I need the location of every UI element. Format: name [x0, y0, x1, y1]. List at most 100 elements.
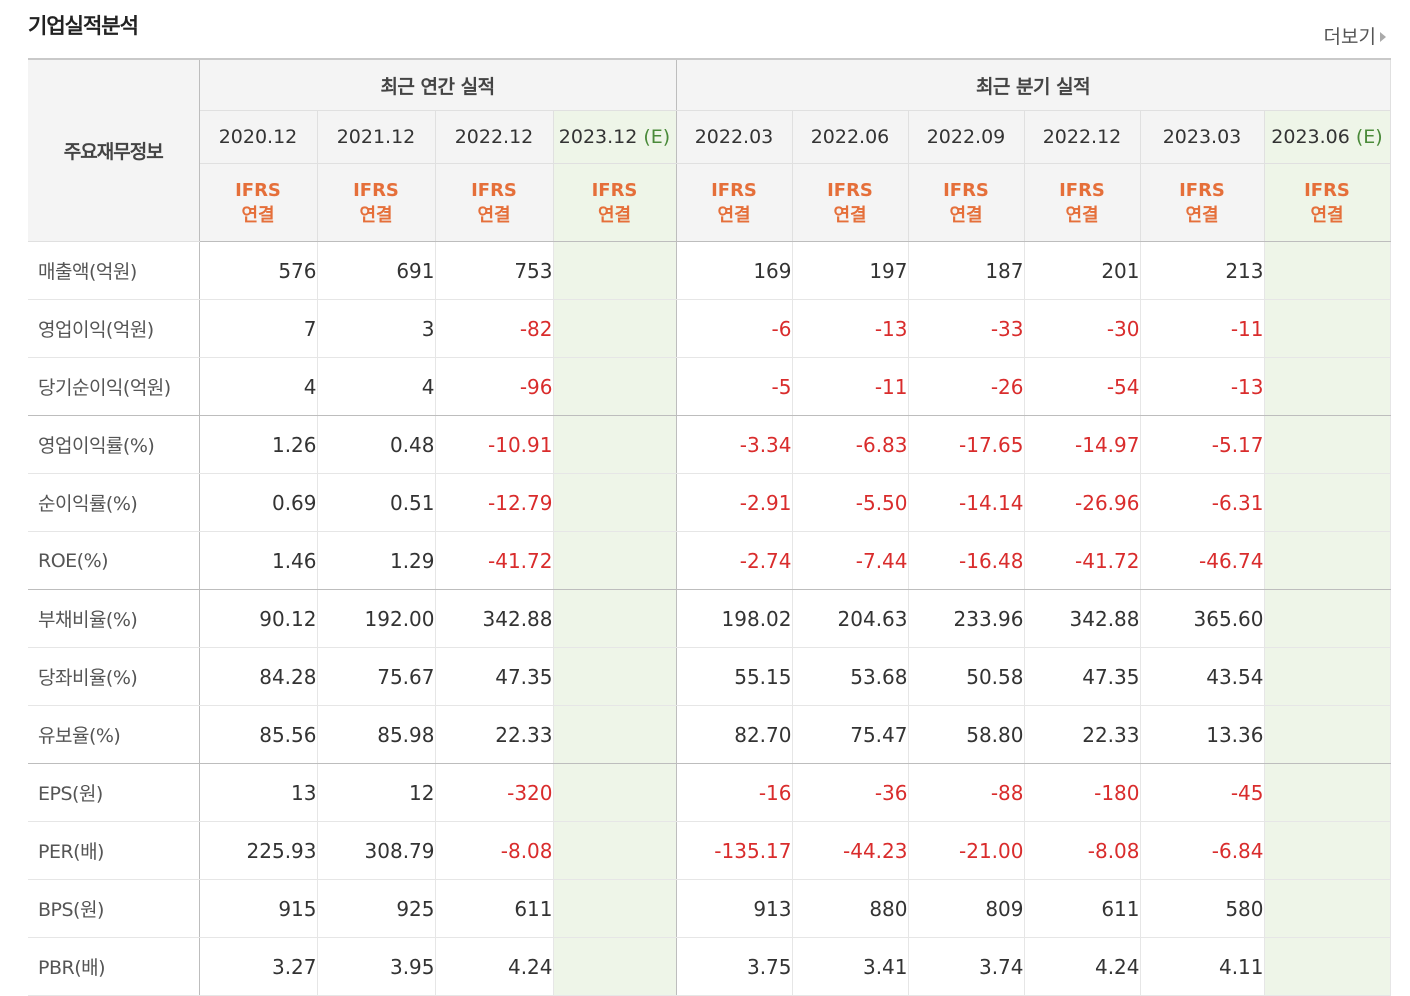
value-cell: 225.93	[199, 821, 318, 880]
period-header: 2022.06	[792, 110, 909, 164]
value-cell	[1264, 705, 1391, 764]
value-cell: 22.33	[435, 705, 554, 764]
value-cell	[553, 705, 677, 764]
value-cell: -36	[792, 763, 909, 822]
value-cell	[1264, 589, 1391, 648]
table-row: EPS(원) 13 12 -320 -16 -36 -88 -180 -45	[28, 763, 1391, 822]
value-cell: 3.27	[199, 937, 318, 996]
period-header: 2020.12	[199, 110, 318, 164]
value-cell: -5.50	[792, 473, 909, 532]
value-cell	[553, 879, 677, 938]
standard-line1: IFRS	[827, 179, 873, 201]
metric-label: 영업이익률(%)	[28, 415, 200, 474]
accounting-standard: IFRS 연결	[435, 163, 554, 242]
value-cell	[1264, 299, 1391, 358]
value-cell	[1264, 357, 1391, 416]
estimate-marker: (E)	[643, 126, 671, 148]
table-row: PER(배) 225.93 308.79 -8.08 -135.17 -44.23 -21.…	[28, 821, 1391, 880]
metric-label: 유보율(%)	[28, 705, 200, 764]
value-cell: 85.56	[199, 705, 318, 764]
value-cell	[553, 357, 677, 416]
value-cell: -45	[1140, 763, 1265, 822]
value-cell: 753	[435, 241, 554, 300]
value-cell: -46.74	[1140, 531, 1265, 590]
standard-line1: IFRS	[1304, 179, 1350, 201]
value-cell: 1.29	[317, 531, 436, 590]
accounting-standard: IFRS 연결	[199, 163, 318, 242]
period-header: 2023.03	[1140, 110, 1265, 164]
value-cell: 58.80	[908, 705, 1025, 764]
period-header: 2021.12	[317, 110, 436, 164]
value-cell	[553, 531, 677, 590]
value-cell: 4.11	[1140, 937, 1265, 996]
period-header: 2022.09	[908, 110, 1025, 164]
value-cell: 3	[317, 299, 436, 358]
value-cell: 0.48	[317, 415, 436, 474]
standard-line2: 연결	[1310, 204, 1344, 226]
standard-line1: IFRS	[711, 179, 757, 201]
estimate-marker: (E)	[1355, 126, 1383, 148]
standard-line1: IFRS	[1179, 179, 1225, 201]
standard-line1: IFRS	[1059, 179, 1105, 201]
value-cell: -16.48	[908, 531, 1025, 590]
accounting-standard: IFRS 연결	[908, 163, 1025, 242]
value-cell: 201	[1024, 241, 1141, 300]
value-cell: -2.91	[676, 473, 793, 532]
accounting-standard: IFRS 연결	[1024, 163, 1141, 242]
value-cell: 4	[317, 357, 436, 416]
standard-line2: 연결	[359, 204, 393, 226]
value-cell: 611	[1024, 879, 1141, 938]
value-cell: -13	[1140, 357, 1265, 416]
row-header: 주요재무정보	[28, 59, 200, 242]
value-cell: 213	[1140, 241, 1265, 300]
more-link[interactable]: 더보기	[1324, 22, 1386, 49]
period-label: 2022.03	[694, 126, 774, 148]
value-cell: -41.72	[1024, 531, 1141, 590]
value-cell: 204.63	[792, 589, 909, 648]
value-cell: 13	[199, 763, 318, 822]
period-label: 2023.03	[1162, 126, 1242, 148]
table-row: 순이익률(%) 0.69 0.51 -12.79 -2.91 -5.50 -14.14 -26…	[28, 473, 1391, 532]
group-quarterly: 최근 분기 실적	[676, 59, 1391, 111]
value-cell: 4	[199, 357, 318, 416]
value-cell: 611	[435, 879, 554, 938]
standard-line2: 연결	[1065, 204, 1099, 226]
value-cell: -26	[908, 357, 1025, 416]
value-cell	[553, 473, 677, 532]
value-cell	[553, 937, 677, 996]
standard-line2: 연결	[241, 204, 275, 226]
value-cell: 809	[908, 879, 1025, 938]
value-cell: -8.08	[435, 821, 554, 880]
period-header: 2023.06 (E)	[1264, 110, 1391, 164]
value-cell: 7	[199, 299, 318, 358]
value-cell: -180	[1024, 763, 1141, 822]
value-cell: -88	[908, 763, 1025, 822]
metric-label: EPS(원)	[28, 763, 200, 822]
standard-line2: 연결	[1185, 204, 1219, 226]
value-cell	[553, 647, 677, 706]
value-cell: 53.68	[792, 647, 909, 706]
value-cell: 12	[317, 763, 436, 822]
value-cell: 43.54	[1140, 647, 1265, 706]
table-row: 영업이익률(%) 1.26 0.48 -10.91 -3.34 -6.83 -17.65 -1…	[28, 415, 1391, 474]
value-cell: 84.28	[199, 647, 318, 706]
value-cell: 192.00	[317, 589, 436, 648]
value-cell: 233.96	[908, 589, 1025, 648]
standard-line2: 연결	[949, 204, 983, 226]
value-cell: -82	[435, 299, 554, 358]
value-cell	[1264, 531, 1391, 590]
period-header: 2022.12	[435, 110, 554, 164]
value-cell: -8.08	[1024, 821, 1141, 880]
accounting-standard: IFRS 연결	[317, 163, 436, 242]
value-cell: -6.84	[1140, 821, 1265, 880]
value-cell: 50.58	[908, 647, 1025, 706]
accounting-standard: IFRS 연결	[553, 163, 677, 242]
accounting-standard: IFRS 연결	[1140, 163, 1265, 242]
value-cell: 342.88	[435, 589, 554, 648]
standard-line1: IFRS	[471, 179, 517, 201]
value-cell: -6.31	[1140, 473, 1265, 532]
financial-table: 주요재무정보 최근 연간 실적 최근 분기 실적 2020.12 2021.12 2…	[28, 58, 1391, 996]
value-cell	[553, 241, 677, 300]
value-cell: 90.12	[199, 589, 318, 648]
value-cell: 47.35	[435, 647, 554, 706]
